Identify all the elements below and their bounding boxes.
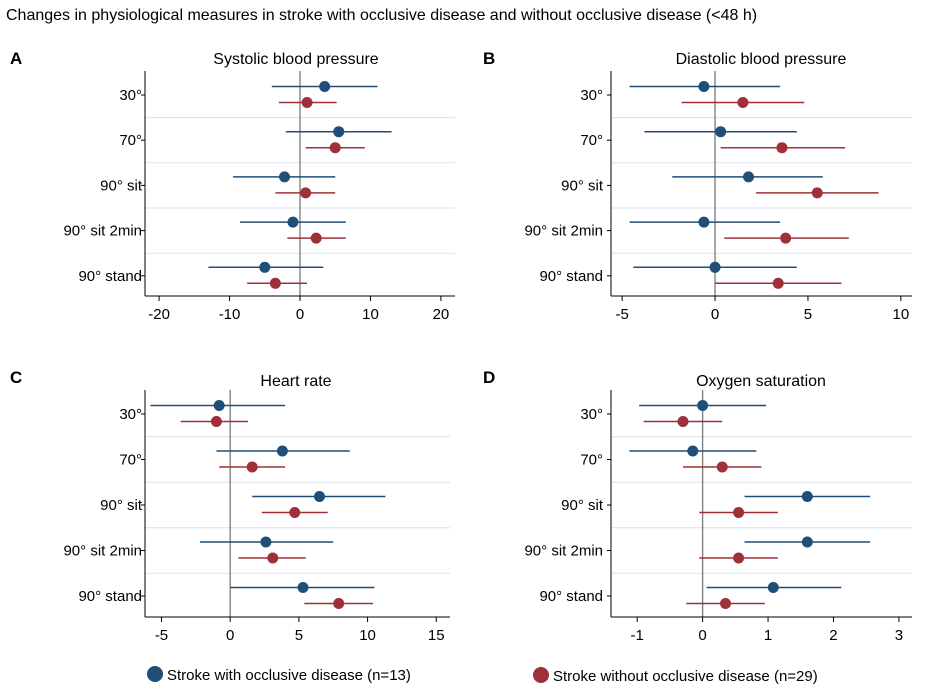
- category-label-90-sit: 90° sit: [100, 497, 143, 514]
- x-tick-label: 10: [359, 627, 376, 644]
- x-tick-label: -20: [148, 306, 170, 323]
- point-estimate-non-occlusive: [716, 461, 728, 473]
- point-estimate-non-occlusive: [310, 232, 322, 244]
- figure-title: Changes in physiological measures in str…: [6, 7, 757, 24]
- panel-letter-a: A: [10, 49, 22, 68]
- point-estimate-occlusive: [687, 445, 699, 457]
- point-estimate-occlusive: [319, 81, 331, 92]
- point-estimate-non-occlusive: [269, 277, 281, 289]
- category-label-90-sit: 90° sit: [100, 177, 143, 194]
- point-estimate-occlusive: [697, 400, 709, 411]
- category-label-70: 70°: [580, 452, 603, 469]
- point-estimate-non-occlusive: [811, 187, 823, 199]
- category-label-90-sit: 90° sit: [561, 177, 604, 194]
- category-label-70: 70°: [580, 132, 603, 149]
- category-label-90-stand: 90° stand: [539, 268, 603, 285]
- point-estimate-occlusive: [213, 400, 225, 411]
- category-label-30: 30°: [119, 406, 142, 423]
- legend-marker-non-occlusive: [533, 667, 549, 683]
- x-tick-label: 20: [433, 306, 450, 323]
- x-tick-label: 1: [764, 627, 772, 644]
- x-tick-label: 15: [428, 627, 445, 644]
- category-label-30: 30°: [119, 87, 142, 104]
- panel-letter-b: B: [483, 49, 495, 68]
- point-estimate-non-occlusive: [780, 232, 792, 244]
- point-estimate-non-occlusive: [210, 416, 222, 427]
- point-estimate-non-occlusive: [301, 97, 313, 108]
- point-estimate-occlusive: [260, 536, 272, 548]
- x-tick-label: 2: [829, 627, 837, 644]
- panel-title-a: Systolic blood pressure: [213, 51, 379, 68]
- panel-c: C Heart rate 30° 70° 90° sit 90° sit 2min 90° …: [10, 368, 450, 644]
- point-estimate-non-occlusive: [246, 461, 258, 473]
- point-estimate-occlusive: [801, 536, 813, 548]
- point-estimate-non-occlusive: [329, 142, 341, 154]
- x-tick-label: -5: [155, 627, 168, 644]
- category-label-90-stand: 90° stand: [78, 588, 142, 605]
- x-tick-label: 0: [296, 306, 304, 323]
- category-label-90-sit-2min: 90° sit 2min: [63, 543, 142, 560]
- legend-label-non-occlusive: Stroke without occlusive disease (n=29): [553, 668, 818, 685]
- point-estimate-non-occlusive: [733, 552, 745, 564]
- category-label-90-stand: 90° stand: [78, 268, 142, 285]
- x-tick-label: 0: [226, 627, 234, 644]
- x-tick-label: -10: [219, 306, 241, 323]
- point-estimate-occlusive: [279, 171, 290, 183]
- point-estimate-non-occlusive: [720, 598, 732, 609]
- x-tick-label: 10: [362, 306, 379, 323]
- point-estimate-occlusive: [801, 491, 813, 502]
- panel-letter-c: C: [10, 368, 22, 387]
- point-estimate-occlusive: [313, 491, 325, 502]
- point-estimate-non-occlusive: [333, 598, 345, 609]
- point-estimate-occlusive: [742, 171, 754, 183]
- point-estimate-occlusive: [698, 216, 710, 228]
- x-tick-label: 5: [804, 306, 812, 323]
- x-tick-label: 0: [711, 306, 719, 323]
- x-tick-label: 0: [698, 627, 706, 644]
- point-estimate-non-occlusive: [267, 552, 279, 564]
- x-tick-label: 3: [895, 627, 903, 644]
- point-estimate-occlusive: [767, 582, 779, 593]
- legend: Stroke with occlusive disease (n=13) Str…: [147, 666, 818, 685]
- x-tick-label: -5: [615, 306, 628, 323]
- category-label-30: 30°: [580, 87, 603, 104]
- legend-label-occlusive: Stroke with occlusive disease (n=13): [167, 667, 411, 684]
- point-estimate-non-occlusive: [300, 187, 312, 199]
- category-label-90-sit-2min: 90° sit 2min: [524, 543, 603, 560]
- point-estimate-non-occlusive: [289, 507, 301, 518]
- category-label-90-sit-2min: 90° sit 2min: [524, 223, 603, 240]
- x-tick-label: -1: [631, 627, 644, 644]
- x-tick-label: 5: [295, 627, 303, 644]
- category-label-30: 30°: [580, 406, 603, 423]
- point-estimate-non-occlusive: [772, 277, 784, 289]
- panel-a: A Systolic blood pressure 30° 70° 90° sit 90°…: [10, 49, 455, 323]
- point-estimate-occlusive: [276, 445, 288, 457]
- point-estimate-non-occlusive: [776, 142, 788, 154]
- category-label-70: 70°: [119, 132, 142, 149]
- panel-letter-d: D: [483, 368, 495, 387]
- x-tick-label: 10: [893, 306, 910, 323]
- point-estimate-occlusive: [297, 582, 309, 593]
- legend-marker-occlusive: [147, 666, 163, 682]
- panel-title-c: Heart rate: [260, 373, 331, 390]
- point-estimate-non-occlusive: [733, 507, 745, 518]
- point-estimate-occlusive: [709, 261, 721, 273]
- point-estimate-occlusive: [259, 261, 271, 273]
- category-label-90-sit-2min: 90° sit 2min: [63, 223, 142, 240]
- point-estimate-non-occlusive: [737, 97, 749, 108]
- panel-title-b: Diastolic blood pressure: [676, 51, 847, 68]
- point-estimate-non-occlusive: [677, 416, 689, 427]
- category-label-90-sit: 90° sit: [561, 497, 604, 514]
- panel-b: B Diastolic blood pressure 30° 70° 90° sit 90…: [483, 49, 912, 323]
- point-estimate-occlusive: [715, 126, 727, 138]
- panel-d: D Oxygen saturation 30° 70° 90° sit 90° sit 2…: [483, 368, 912, 644]
- panel-title-d: Oxygen saturation: [696, 373, 826, 390]
- point-estimate-occlusive: [333, 126, 345, 138]
- point-estimate-occlusive: [698, 81, 710, 92]
- category-label-90-stand: 90° stand: [539, 588, 603, 605]
- category-label-70: 70°: [119, 452, 142, 469]
- point-estimate-occlusive: [287, 216, 299, 228]
